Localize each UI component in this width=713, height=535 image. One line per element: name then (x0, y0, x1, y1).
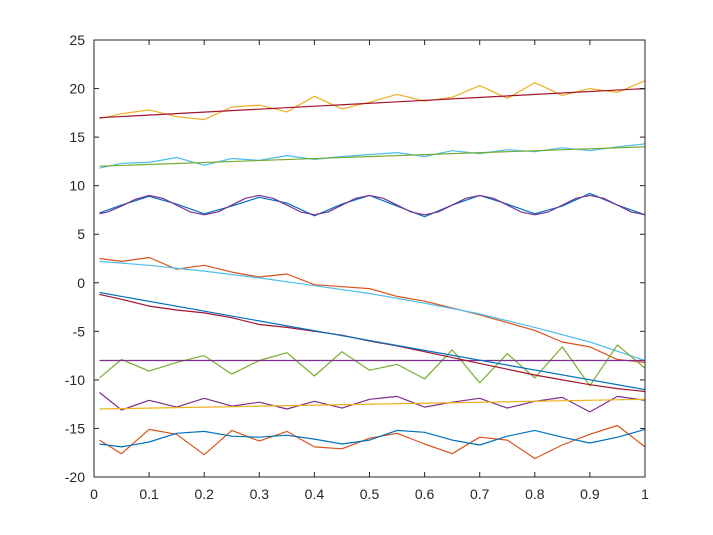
series-line-12 (99, 291, 646, 391)
plot-area (94, 40, 645, 477)
y-tick-label: 15 (69, 129, 85, 145)
x-tick-label: 0.9 (580, 486, 600, 502)
x-tick-label: 1 (641, 486, 649, 502)
x-tick-label: 0.1 (139, 486, 159, 502)
x-tick-label: 0.4 (305, 486, 325, 502)
y-tick-label: 20 (69, 81, 85, 97)
series-line-4 (99, 146, 646, 167)
series-line-6 (99, 194, 646, 216)
y-tick-label: -10 (65, 372, 85, 388)
series-line-8 (99, 260, 646, 362)
series-layer (99, 80, 646, 460)
x-tick-label: 0.5 (360, 486, 380, 502)
series-line-7 (99, 256, 646, 363)
y-tick-label: 0 (77, 275, 85, 291)
series-line-13 (99, 392, 646, 413)
y-tick-label: 5 (77, 226, 85, 242)
x-tick-label: 0 (90, 486, 98, 502)
y-tick-label: -20 (65, 469, 85, 485)
y-tick-label: 25 (69, 32, 85, 48)
series-line-3 (99, 143, 646, 169)
x-tick-label: 0.3 (250, 486, 270, 502)
series-line-16 (99, 428, 646, 448)
series-line-1 (99, 80, 646, 121)
x-tick-label: 0.6 (415, 486, 435, 502)
x-tick-label: 0.2 (194, 486, 214, 502)
series-line-14 (99, 398, 646, 410)
x-tick-label: 0.8 (525, 486, 545, 502)
y-tick-label: -15 (65, 420, 85, 436)
x-tick-label: 0.7 (470, 486, 490, 502)
series-line-15 (99, 424, 646, 460)
tick-layer: 0 0.1 0.2 0.3 0.4 0.5 0.6 0.7 0.8 0.9 1 -20 -15 -10 -5… (65, 32, 649, 502)
series-line-2 (99, 88, 646, 119)
y-tick-label: 10 (69, 178, 85, 194)
y-tick-label: -5 (73, 323, 86, 339)
